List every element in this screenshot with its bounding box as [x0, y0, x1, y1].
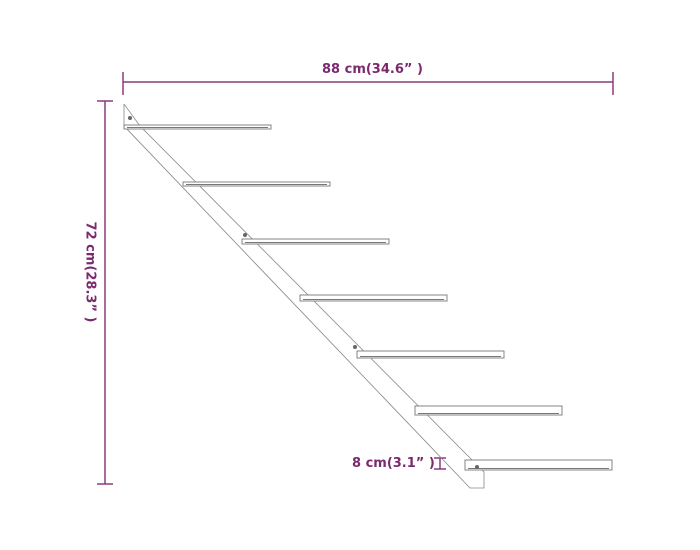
width-label: 88 cm(34.6” ) [322, 62, 423, 77]
shelf-7 [464, 459, 613, 471]
height-label: 72 cm(28.3” ) [82, 221, 98, 323]
shelf-6 [414, 405, 563, 416]
screw-holes [128, 116, 479, 469]
shelf-3 [241, 238, 390, 245]
shelf-1 [123, 124, 272, 130]
screw-hole [475, 465, 479, 469]
width-dimension-line [122, 72, 614, 95]
screw-hole [353, 345, 357, 349]
depth-label: 8 cm(3.1” ) [352, 456, 435, 471]
height-dimension-line [97, 100, 113, 485]
shelf-5 [356, 350, 505, 359]
depth-dimension-marker [434, 457, 446, 470]
shelf-2 [182, 181, 331, 187]
screw-hole [128, 116, 132, 120]
screw-hole [243, 233, 247, 237]
shelf-4 [299, 294, 448, 302]
